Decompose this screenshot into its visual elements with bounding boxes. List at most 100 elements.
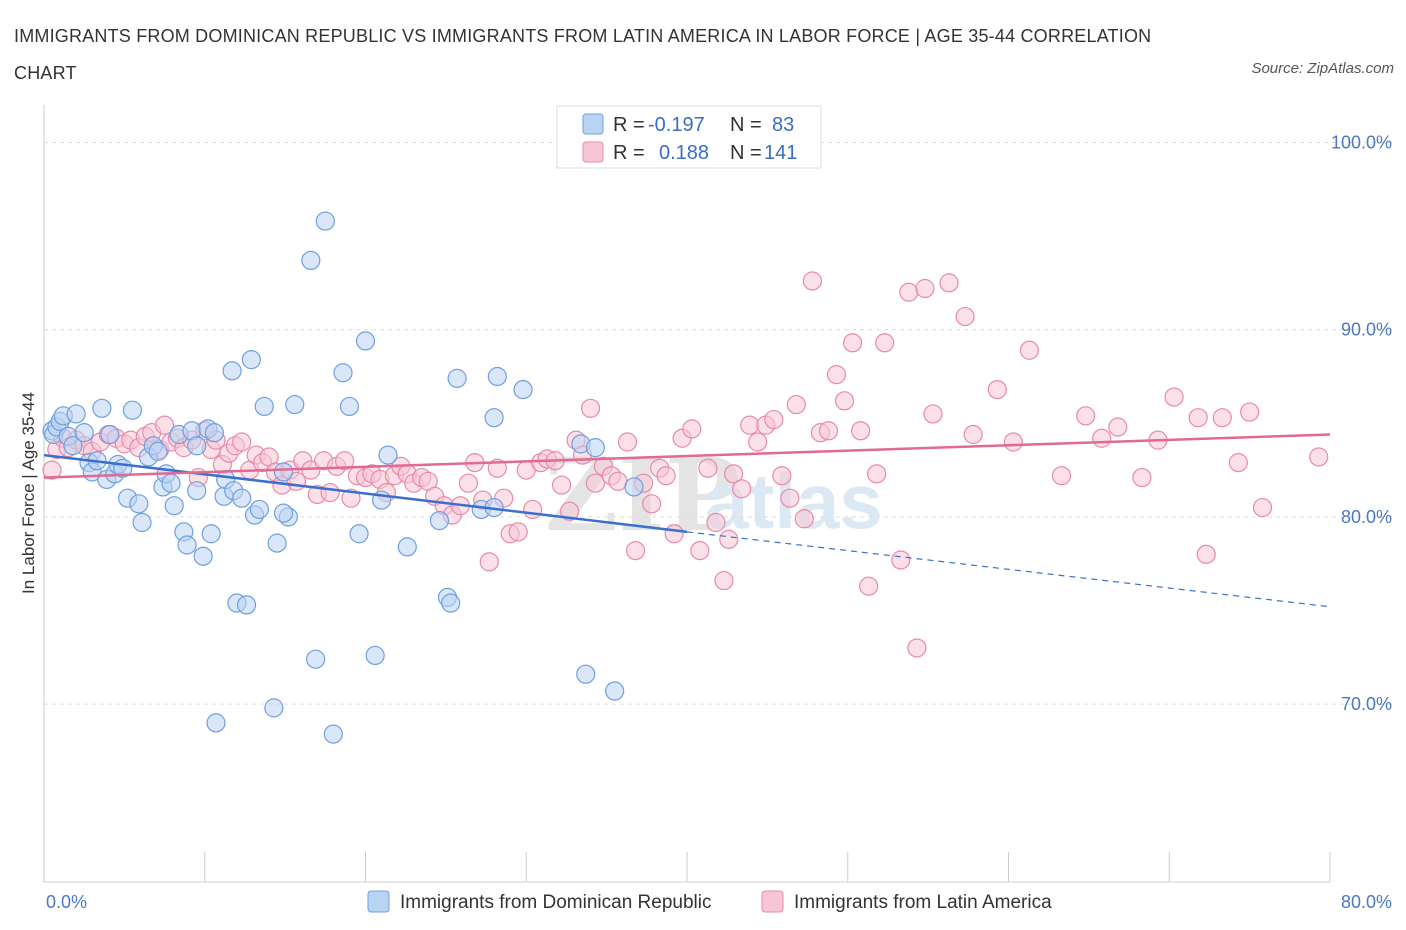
latin-america-point-138 <box>1252 497 1273 518</box>
latin-america-point-103 <box>780 488 800 508</box>
latin-america-point-124 <box>987 379 1007 400</box>
x-ticks <box>43 852 1331 882</box>
dominican-republic-point-7 <box>66 404 86 424</box>
dominican-republic-point-38 <box>206 713 226 733</box>
dominican-republic-point-44 <box>232 488 252 508</box>
dominican-republic-point-20 <box>129 494 149 514</box>
latin-america-point-108 <box>818 421 839 441</box>
latin-america-point-98 <box>740 415 760 435</box>
latin-america-point-81 <box>608 471 628 491</box>
legend-swatch-blue <box>582 113 604 135</box>
latin-america-point-87 <box>656 466 676 486</box>
latin-america-point-121 <box>939 273 959 293</box>
dominican-republic-point-76 <box>585 438 605 458</box>
gridlines <box>44 141 1392 705</box>
legend-r-value-2: 0.188 <box>659 142 709 164</box>
dominican-republic-point-71 <box>484 408 504 428</box>
latin-america-point-104 <box>786 394 806 415</box>
dominican-republic-point-21 <box>132 512 152 533</box>
dominican-republic-point-82 <box>187 481 207 501</box>
dominican-republic-point-49 <box>254 396 274 417</box>
dominican-republic-point-55 <box>301 250 321 270</box>
dominican-republic-point-59 <box>333 363 353 383</box>
dominican-republic-point-63 <box>365 645 385 666</box>
latin-america-point-88 <box>664 524 684 544</box>
source-label: Source: ZipAtlas.com <box>1251 60 1394 77</box>
latin-america-point-41 <box>320 482 340 503</box>
dominican-republic-point-8 <box>74 423 94 443</box>
series-dominican-republic <box>42 211 644 744</box>
dominican-republic-point-57 <box>315 211 335 231</box>
legend-r-label-2: R = <box>613 142 645 164</box>
dominican-republic-point-12 <box>92 398 112 418</box>
dominican-republic-point-52 <box>273 462 294 482</box>
latin-america-point-0 <box>42 460 62 480</box>
dominican-republic-point-6 <box>63 436 83 456</box>
latin-america-point-105 <box>794 509 814 529</box>
latin-america-point-110 <box>834 391 855 411</box>
latin-america-point-99 <box>748 432 768 452</box>
latin-america-point-112 <box>851 421 871 441</box>
dominican-republic-point-75 <box>576 664 596 684</box>
latin-america-point-77 <box>580 398 601 418</box>
legend-n-value-1: 83 <box>772 114 794 136</box>
latin-america-point-135 <box>1196 544 1216 564</box>
latin-america-point-127 <box>1051 466 1072 486</box>
dominican-republic-point-61 <box>349 524 369 544</box>
latin-america-point-44 <box>341 488 361 508</box>
latin-america-point-131 <box>1132 467 1152 488</box>
latin-america-point-95 <box>719 529 739 549</box>
latin-america-point-74 <box>560 501 580 521</box>
trend-line-dominican-republic-projection <box>686 531 1331 608</box>
dominican-republic-point-50 <box>264 698 284 718</box>
dominican-republic-point-33 <box>187 436 207 456</box>
dominican-republic-point-48 <box>249 499 270 520</box>
latin-america-point-137 <box>1228 453 1248 473</box>
latin-america-point-90 <box>682 419 702 439</box>
latin-america-point-114 <box>867 464 887 484</box>
latin-america-point-83 <box>625 541 646 561</box>
latin-america-point-85 <box>642 494 662 514</box>
latin-america-point-136 <box>1212 408 1232 428</box>
dominican-republic-point-46 <box>241 350 261 370</box>
latin-america-point-119 <box>915 278 935 299</box>
latin-america-point-106 <box>802 271 822 291</box>
dominican-republic-point-28 <box>164 496 184 516</box>
latin-america-point-113 <box>859 576 879 596</box>
dominican-republic-point-77 <box>605 681 625 701</box>
latin-america-point-116 <box>891 550 911 570</box>
bottom-legend-label-1: Immigrants from Dominican Republic <box>400 892 712 913</box>
correlation-legend: R = -0.197 N = 83 R = 0.188 N = 141 <box>556 105 822 169</box>
y-tick-label-80: 80.0% <box>1341 507 1392 527</box>
latin-america-point-125 <box>1003 432 1023 452</box>
dominican-republic-point-62 <box>355 331 376 351</box>
latin-america-point-60 <box>458 473 478 493</box>
legend-n-value-2: 141 <box>764 142 797 164</box>
dominican-republic-point-68 <box>441 593 461 613</box>
x-tick-label-min: 0.0% <box>46 892 87 912</box>
latin-america-point-28 <box>232 432 252 452</box>
latin-america-point-101 <box>764 409 784 430</box>
latin-america-point-129 <box>1092 428 1112 448</box>
trend-line-dominican-republic <box>43 453 688 534</box>
latin-america-point-128 <box>1076 406 1096 426</box>
y-tick-label-100: 100.0% <box>1331 132 1392 152</box>
dominican-republic-point-64 <box>378 445 398 465</box>
latin-america-point-139 <box>1309 447 1329 467</box>
latin-america-point-102 <box>772 466 792 486</box>
bottom-legend: Immigrants from Dominican Republic Immig… <box>367 890 1052 913</box>
latin-america-point-82 <box>617 432 638 452</box>
dominican-republic-point-24 <box>148 441 168 461</box>
dominican-republic-point-56 <box>306 649 326 669</box>
latin-america-point-115 <box>875 333 895 353</box>
latin-america-point-43 <box>335 451 355 471</box>
legend-n-label-2: N = <box>730 142 762 164</box>
latin-america-point-111 <box>842 333 863 353</box>
bottom-legend-swatch-blue <box>367 890 390 913</box>
dominican-republic-point-51 <box>267 533 287 553</box>
latin-america-point-126 <box>1019 340 1039 360</box>
dominican-republic-point-31 <box>177 535 197 555</box>
latin-america-point-123 <box>963 424 983 445</box>
dominican-republic-point-45 <box>236 595 257 615</box>
